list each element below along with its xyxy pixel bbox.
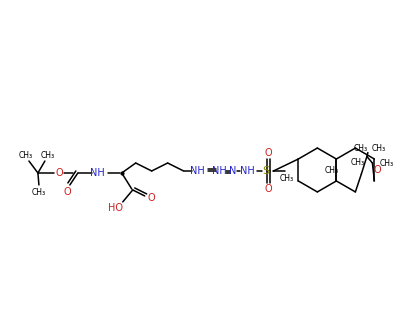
Text: CH₃: CH₃ xyxy=(350,158,364,166)
Text: O: O xyxy=(148,193,156,203)
Text: CH₃: CH₃ xyxy=(379,159,394,167)
Text: CH₃: CH₃ xyxy=(354,144,368,153)
Text: S: S xyxy=(262,166,269,176)
Text: O: O xyxy=(63,187,71,197)
Text: NH: NH xyxy=(212,166,227,176)
Text: O: O xyxy=(265,148,272,158)
Text: O: O xyxy=(265,184,272,194)
Text: CH₃: CH₃ xyxy=(279,174,294,184)
Text: NH: NH xyxy=(190,166,205,176)
Text: NH: NH xyxy=(240,166,255,176)
Text: CH₃: CH₃ xyxy=(19,151,33,160)
Text: NH: NH xyxy=(91,168,105,178)
Text: CH₃: CH₃ xyxy=(324,166,338,175)
Text: O: O xyxy=(55,168,63,178)
Text: HO: HO xyxy=(108,203,123,213)
Text: CH₃: CH₃ xyxy=(372,144,386,153)
Text: O: O xyxy=(374,165,381,175)
Text: CH₃: CH₃ xyxy=(32,189,46,197)
Text: N: N xyxy=(229,166,236,176)
Text: CH₃: CH₃ xyxy=(41,151,55,160)
